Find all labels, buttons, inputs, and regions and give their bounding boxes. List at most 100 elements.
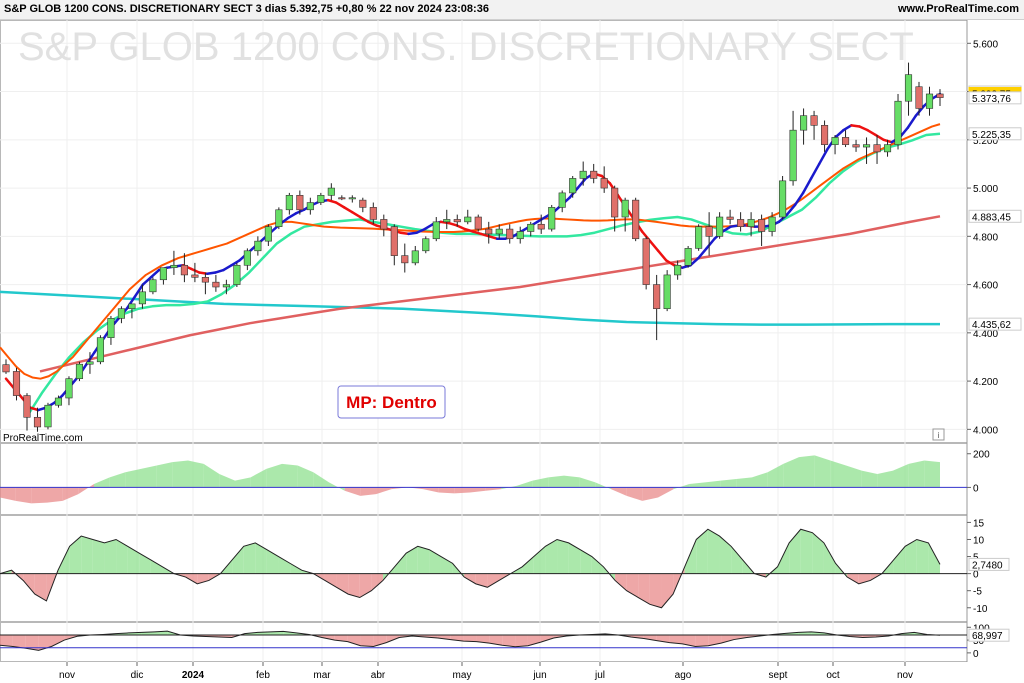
candle-up xyxy=(663,274,671,310)
mp-annotation: MP: Dentro xyxy=(337,385,446,419)
indicator-fill xyxy=(689,482,705,488)
ma-fast-segment xyxy=(487,235,499,240)
indicator-fill xyxy=(905,539,917,574)
instrument-title: S&P GLOB 1200 CONS. DISCRETIONARY SECT 3… xyxy=(4,3,489,15)
x-tick-label: sept xyxy=(769,670,788,681)
indicator-fill xyxy=(371,573,383,591)
x-tick-label: nov xyxy=(59,670,75,681)
indicator-fill xyxy=(485,487,502,491)
candle-up xyxy=(558,192,566,208)
indicator-fill xyxy=(475,573,488,588)
candle-down xyxy=(338,197,346,200)
ma-fast-segment xyxy=(834,128,845,139)
y-tick-label: 4.400 xyxy=(973,329,998,340)
candle-up xyxy=(862,144,871,148)
x-tick-label: dic xyxy=(131,670,144,681)
indicator-fill xyxy=(438,487,455,494)
indicator-fill xyxy=(141,465,157,488)
price-label: 5.225,35 xyxy=(972,130,1011,141)
indicator-fill xyxy=(250,468,267,488)
candle-up xyxy=(96,337,105,363)
indicator-fill xyxy=(278,556,291,574)
indicator-line xyxy=(0,630,941,651)
indicator-fill xyxy=(799,455,815,488)
candle-up xyxy=(327,187,335,196)
ma-fast-segment xyxy=(149,268,161,279)
candle-down xyxy=(852,144,860,148)
x-tick-label: nov xyxy=(897,670,913,681)
indicator-fill xyxy=(877,470,893,488)
indicator-fill xyxy=(94,477,110,488)
indicator-fill xyxy=(908,460,925,488)
candle-down xyxy=(841,137,850,145)
indicator-fill xyxy=(360,634,374,647)
candle-up xyxy=(747,219,755,227)
indicator-fill xyxy=(334,634,348,642)
candle-up xyxy=(779,180,787,218)
ma-fast-segment xyxy=(4,377,16,390)
indicator-fill xyxy=(394,553,407,574)
indicator-fill xyxy=(487,573,500,588)
candle-down xyxy=(632,199,640,240)
indicator-fill xyxy=(336,573,349,595)
ma-fast-segment xyxy=(463,227,475,233)
candle-down xyxy=(758,219,766,232)
ma-fast-segment xyxy=(721,225,732,233)
indicator-fill xyxy=(861,470,878,488)
ma-fast-segment xyxy=(681,264,692,269)
indicator-panel-1-area xyxy=(0,455,967,504)
chart-header: S&P GLOB 1200 CONS. DISCRETIONARY SECT 3… xyxy=(0,0,1024,20)
y-tick-label: -10 xyxy=(973,604,988,615)
ma-fast-segment xyxy=(326,198,338,204)
candle-down xyxy=(2,364,10,373)
candle-down xyxy=(380,219,388,230)
candle-up xyxy=(789,129,797,182)
indicator-fill xyxy=(127,546,140,574)
indicator-fill xyxy=(185,573,198,584)
indicator-fill xyxy=(429,549,441,574)
indicator-fill xyxy=(454,487,470,494)
candle-up xyxy=(222,284,230,288)
indicator-fill xyxy=(290,563,302,574)
info-icon[interactable]: i xyxy=(932,428,945,441)
price-label-box xyxy=(968,209,1022,223)
indicator-value-label: 68,997 xyxy=(972,631,1003,642)
candle-down xyxy=(611,187,619,218)
ma-fast-segment xyxy=(214,268,225,274)
y-tick-label: 4.200 xyxy=(973,377,998,388)
svg-text:i: i xyxy=(938,431,940,440)
indicator-fill xyxy=(92,539,105,574)
price-label-box xyxy=(968,91,1022,105)
candle-up xyxy=(684,248,692,266)
candle-up xyxy=(138,291,146,305)
candle-up xyxy=(894,100,902,145)
candle-down xyxy=(191,274,199,278)
indicator-fill xyxy=(626,487,643,501)
indicator-value-label: 2,7480 xyxy=(972,560,1003,571)
indicator-fill xyxy=(470,487,486,493)
candle-up xyxy=(44,404,52,428)
time-axis: nov dic 2024 feb mar abr may jun jul ago sept oct no… xyxy=(59,662,913,681)
candle-up xyxy=(768,216,776,232)
indicator-fill xyxy=(579,477,596,488)
indicator-fill xyxy=(81,536,93,574)
ma-fast-segment xyxy=(705,237,716,250)
candle-up xyxy=(117,308,125,319)
candle-down xyxy=(401,255,409,264)
site-link[interactable]: www.ProRealTime.com xyxy=(897,3,1019,15)
ma-fast-segment xyxy=(793,191,805,207)
indicator-value-box xyxy=(968,628,1010,642)
candle-down xyxy=(201,277,209,283)
indicator-fill xyxy=(476,634,490,644)
indicator-fill xyxy=(109,472,126,488)
y-tick-label: 5.200 xyxy=(973,136,998,147)
candle-down xyxy=(537,223,545,230)
indicator-fill xyxy=(0,634,13,647)
indicator-fill xyxy=(708,634,722,646)
candle-down xyxy=(873,144,881,153)
x-tick-label: abr xyxy=(371,670,386,681)
price-label-box xyxy=(968,127,1022,141)
ma-fast-segment xyxy=(222,264,233,272)
indicator-fill xyxy=(533,546,546,574)
